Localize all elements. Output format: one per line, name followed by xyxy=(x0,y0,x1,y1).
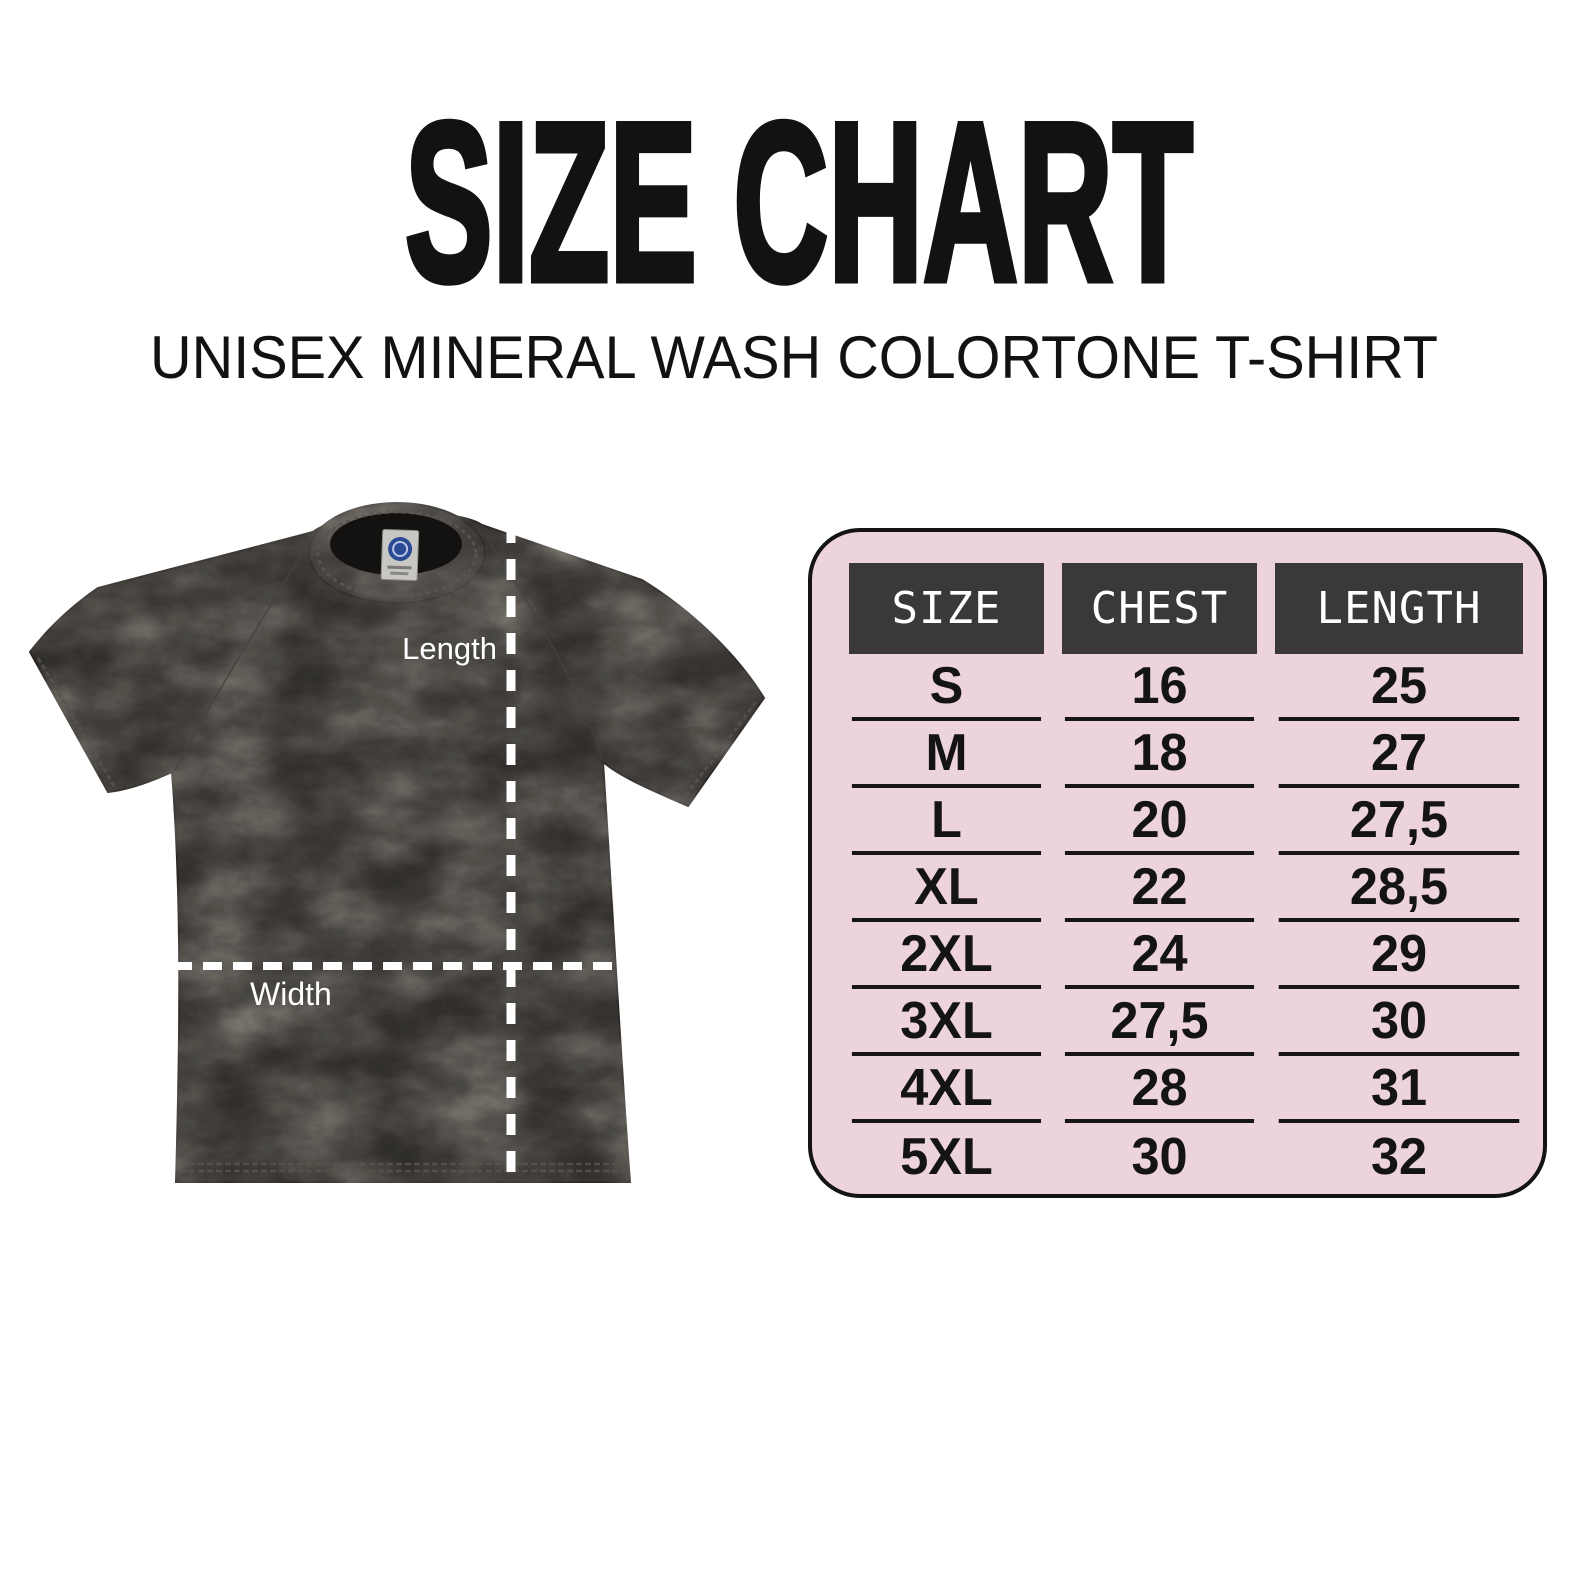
table-row: M 18 27 xyxy=(849,721,1543,788)
size-table-header: SIZE CHEST LENGTH xyxy=(849,563,1543,654)
length-cell: 25 xyxy=(1278,654,1520,721)
chest-cell: 24 xyxy=(1064,922,1255,989)
width-label: Width xyxy=(250,976,332,1012)
table-row: L 20 27,5 xyxy=(849,788,1543,855)
column-header-length: LENGTH xyxy=(1275,563,1523,654)
size-cell: 4XL xyxy=(851,1056,1042,1123)
length-cell: 29 xyxy=(1278,922,1520,989)
table-row: 5XL 30 32 xyxy=(849,1123,1543,1190)
page-title-svg: SIZE CHART xyxy=(402,100,1197,295)
length-cell: 32 xyxy=(1370,1127,1428,1186)
size-cell: 2XL xyxy=(851,922,1042,989)
chest-cell: 27,5 xyxy=(1064,989,1255,1056)
table-row: 3XL 27,5 30 xyxy=(849,989,1543,1056)
tshirt-silhouette xyxy=(28,511,766,1183)
chest-cell: 30 xyxy=(1131,1127,1188,1186)
column-header-chest: CHEST xyxy=(1062,563,1257,654)
left-sleeve-stitch xyxy=(36,657,116,787)
table-row: XL 22 28,5 xyxy=(849,855,1543,922)
size-cell: L xyxy=(851,788,1042,855)
length-cell: 27,5 xyxy=(1278,788,1520,855)
length-cell: 30 xyxy=(1278,989,1520,1056)
hem-stitch xyxy=(180,1162,628,1173)
length-label: Length xyxy=(402,631,497,666)
page-subtitle-svg: UNISEX MINERAL WASH COLORTONE T-SHIRT xyxy=(150,324,1438,391)
right-sleeve-stitch xyxy=(682,701,758,799)
chest-cell: 22 xyxy=(1064,855,1255,922)
column-header-size: SIZE xyxy=(849,563,1044,654)
table-row: S 16 25 xyxy=(849,654,1543,721)
collar-stitching xyxy=(316,510,478,598)
page-subtitle: UNISEX MINERAL WASH COLORTONE T-SHIRT xyxy=(150,324,1438,391)
length-cell: 27 xyxy=(1278,721,1520,788)
size-cell: XL xyxy=(851,855,1042,922)
chest-cell: 16 xyxy=(1064,654,1255,721)
tshirt-diagram: Length Width xyxy=(28,502,766,1183)
chest-cell: 20 xyxy=(1064,788,1255,855)
left-sleeve-seam xyxy=(174,543,309,771)
length-cell: 28,5 xyxy=(1278,855,1520,922)
chest-cell: 18 xyxy=(1064,721,1255,788)
page-title: SIZE CHART xyxy=(405,100,1193,295)
size-table-body: S 16 25 M 18 27 L 20 27,5 XL 22 28,5 2XL 24 29 3XL 27,5 3… xyxy=(849,654,1543,1190)
size-cell: 3XL xyxy=(851,989,1042,1056)
brand-tag xyxy=(380,528,420,582)
table-row: 4XL 28 31 xyxy=(849,1056,1543,1123)
table-row: 2XL 24 29 xyxy=(849,922,1543,989)
size-cell: 5XL xyxy=(900,1127,993,1186)
size-table: SIZE CHEST LENGTH S 16 25 M 18 27 L 20 27,5 XL 22 2… xyxy=(808,528,1547,1198)
size-cell: M xyxy=(851,721,1042,788)
size-cell: S xyxy=(851,654,1042,721)
chest-cell: 28 xyxy=(1064,1056,1255,1123)
right-sleeve-seam xyxy=(486,537,603,759)
length-cell: 31 xyxy=(1278,1056,1520,1123)
